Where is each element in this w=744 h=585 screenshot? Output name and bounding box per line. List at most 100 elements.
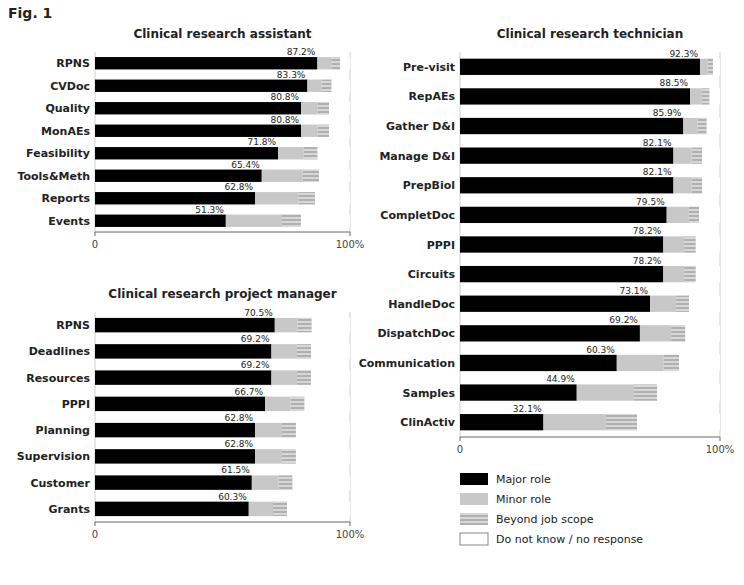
category-label: Quality	[45, 102, 90, 115]
data-label: 61.5%	[221, 465, 250, 475]
bar-segment	[278, 147, 304, 159]
bar-hatch	[279, 475, 293, 489]
bar-segment	[332, 80, 350, 92]
legend-label: Major role	[496, 473, 551, 486]
bar-segment	[710, 88, 720, 104]
bar-segment	[640, 325, 671, 341]
bar-segment	[673, 148, 691, 164]
bar-segment	[634, 384, 657, 400]
bar-segment	[95, 57, 317, 69]
bar-segment	[689, 207, 699, 223]
category-label: Communication	[359, 357, 455, 370]
legend: Major roleMinor roleBeyond job scopeDo n…	[460, 473, 643, 546]
category-label: CompletDoc	[380, 209, 455, 222]
bar-segment	[318, 125, 329, 137]
bar-segment	[95, 147, 278, 159]
category-label: RPNS	[56, 319, 90, 332]
bar-segment	[95, 502, 249, 516]
category-label: Grants	[48, 503, 90, 516]
bar-hatch	[291, 397, 305, 411]
category-label: Samples	[403, 387, 456, 400]
tick-label: 100%	[336, 239, 365, 250]
bar-segment	[296, 423, 350, 437]
category-label: Deadlines	[29, 345, 91, 358]
bar-segment	[315, 192, 350, 204]
data-label: 79.5%	[636, 197, 665, 207]
data-label: 80.8%	[270, 115, 299, 125]
tick-mark	[460, 437, 461, 441]
bar-hatch	[273, 502, 287, 516]
bar-hatch	[321, 80, 331, 92]
bar-hatch	[684, 266, 696, 282]
data-label: 92.3%	[669, 49, 698, 59]
bar-segment	[291, 397, 305, 411]
bar-segment	[255, 192, 298, 204]
category-label: PPPI	[427, 239, 455, 252]
data-label: 71.8%	[247, 137, 276, 147]
bar-segment	[298, 318, 312, 332]
bar-segment	[708, 59, 713, 75]
bar-segment	[273, 502, 287, 516]
data-label: 60.3%	[218, 492, 247, 502]
bar-segment	[657, 384, 720, 400]
bar-segment	[293, 475, 350, 489]
data-label: 62.8%	[225, 439, 254, 449]
tick-mark	[95, 522, 96, 526]
bar-hatch	[282, 423, 296, 437]
figure-label: Fig. 1	[8, 5, 52, 21]
bar-segment	[684, 266, 696, 282]
bar-segment	[460, 384, 577, 400]
bar-segment	[303, 170, 320, 182]
chart-title: Clinical research project manager	[108, 287, 336, 301]
data-label: 69.2%	[609, 315, 638, 325]
bar-segment	[673, 177, 691, 193]
bar-hatch	[304, 147, 318, 159]
bar-hatch	[702, 88, 710, 104]
bar-segment	[311, 370, 350, 384]
bar-segment	[304, 147, 318, 159]
category-label: PPPI	[62, 398, 90, 411]
tick-label: 0	[92, 239, 98, 250]
tick-label: 0	[457, 444, 463, 455]
category-label: PrepBiol	[403, 179, 455, 192]
bar-segment	[95, 423, 255, 437]
legend-label: Minor role	[496, 493, 551, 506]
bar-segment	[275, 318, 298, 332]
bar-segment	[671, 325, 685, 341]
bar-hatch	[708, 59, 713, 75]
data-label: 87.2%	[287, 47, 316, 57]
tick-mark	[350, 522, 351, 526]
bar-segment	[667, 207, 689, 223]
tick-mark	[95, 232, 96, 236]
bar-segment	[95, 170, 262, 182]
bar-segment	[698, 118, 707, 134]
bar-segment	[460, 118, 683, 134]
bar-segment	[690, 88, 702, 104]
category-label: Reports	[41, 192, 90, 205]
data-label: 82.1%	[643, 167, 672, 177]
bar-segment	[255, 449, 282, 463]
bar-segment	[460, 414, 543, 430]
data-labels: 87.2%83.3%80.8%80.8%71.8%65.4%62.8%51.3%	[195, 47, 316, 215]
bar-segment	[317, 57, 331, 69]
bar-segment	[95, 449, 255, 463]
grid-line	[95, 312, 96, 522]
category-label: CVDoc	[50, 80, 90, 93]
bar-segment	[279, 475, 293, 489]
data-labels: 92.3%88.5%85.9%82.1%82.1%79.5%78.2%78.2%…	[513, 49, 699, 414]
data-label: 62.8%	[225, 413, 254, 423]
bar-segment	[318, 147, 350, 159]
data-label: 60.3%	[586, 345, 615, 355]
bar-segment	[664, 355, 680, 371]
category-label: Feasibility	[26, 147, 90, 160]
bar-segment	[684, 236, 696, 252]
bar-segment	[617, 355, 664, 371]
panel: Clinical research project manager0100%RP…	[17, 287, 364, 540]
tick-label: 100%	[706, 444, 735, 455]
bar-segment	[95, 370, 271, 384]
chart: Fig. 1Clinical research assistant0100%RP…	[0, 0, 744, 585]
bar-segment	[663, 236, 684, 252]
bar-segment	[282, 215, 301, 227]
bar-segment	[689, 296, 720, 312]
bar-hatch	[664, 355, 680, 371]
